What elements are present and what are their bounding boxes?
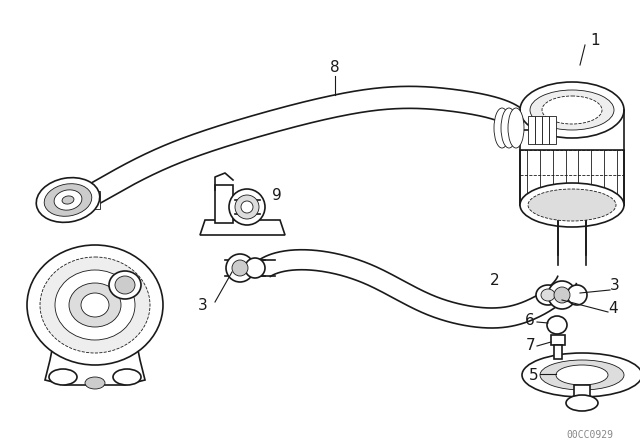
Polygon shape [260,250,576,328]
Ellipse shape [241,201,253,213]
Ellipse shape [62,196,74,204]
Ellipse shape [235,195,259,219]
Ellipse shape [36,178,100,222]
Ellipse shape [229,189,265,225]
Text: 2: 2 [490,272,500,288]
Ellipse shape [542,96,602,124]
Ellipse shape [520,183,624,227]
Ellipse shape [54,190,82,210]
Bar [549,116,556,144]
Polygon shape [45,335,145,385]
Ellipse shape [81,293,109,317]
Ellipse shape [44,184,92,216]
Text: 7: 7 [525,337,535,353]
Text: 4: 4 [608,301,618,315]
Ellipse shape [520,82,624,138]
Ellipse shape [49,369,77,385]
Text: 8: 8 [330,60,340,74]
Bar [535,116,542,144]
Bar [551,335,565,345]
Text: 5: 5 [529,367,538,383]
Ellipse shape [541,289,555,301]
Bar [542,116,549,144]
Text: 1: 1 [590,33,600,47]
Ellipse shape [508,108,524,148]
Ellipse shape [85,377,105,389]
Ellipse shape [548,281,576,309]
Ellipse shape [232,260,248,276]
Ellipse shape [113,369,141,385]
Ellipse shape [554,287,570,303]
Ellipse shape [109,271,141,299]
Ellipse shape [547,316,567,334]
Ellipse shape [245,258,265,278]
Bar [554,345,562,359]
Ellipse shape [536,285,560,305]
Text: 3: 3 [198,297,208,313]
Ellipse shape [501,108,517,148]
Ellipse shape [566,395,598,411]
Text: 00CC0929: 00CC0929 [566,430,614,440]
Ellipse shape [69,283,121,327]
Ellipse shape [528,189,616,221]
Bar [520,150,624,205]
Ellipse shape [494,108,510,148]
Text: 6: 6 [525,313,535,327]
Ellipse shape [40,257,150,353]
Bar [574,385,590,403]
Ellipse shape [55,270,135,340]
Ellipse shape [556,365,608,385]
Bar [528,116,535,144]
Bar [215,185,233,223]
Bar [82,191,100,209]
Ellipse shape [530,90,614,130]
Ellipse shape [226,254,254,282]
Text: 9: 9 [272,188,282,202]
Polygon shape [79,86,531,211]
Ellipse shape [567,285,587,305]
Ellipse shape [27,245,163,365]
Ellipse shape [540,360,624,390]
Ellipse shape [522,353,640,397]
Polygon shape [200,220,285,235]
Ellipse shape [115,276,135,294]
Text: 3: 3 [610,277,620,293]
